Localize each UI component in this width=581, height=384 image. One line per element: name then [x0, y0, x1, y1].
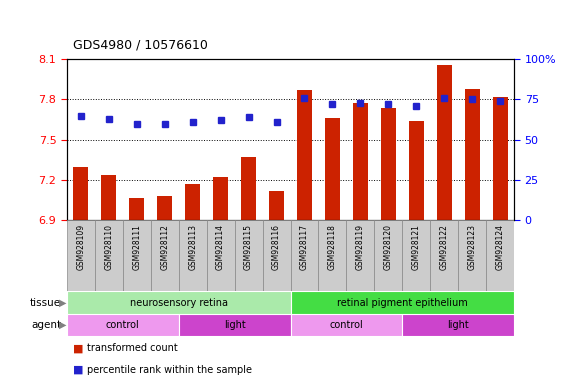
Bar — [458, 220, 486, 291]
Bar — [213, 177, 228, 220]
Text: GDS4980 / 10576610: GDS4980 / 10576610 — [73, 38, 207, 51]
Text: GSM928113: GSM928113 — [188, 224, 197, 270]
Bar — [150, 220, 179, 291]
Bar — [67, 314, 179, 336]
Text: ■: ■ — [73, 364, 83, 375]
Bar — [290, 314, 403, 336]
Bar — [353, 104, 368, 220]
Text: control: control — [329, 320, 363, 330]
Bar — [325, 118, 340, 220]
Text: GSM928114: GSM928114 — [216, 224, 225, 270]
Text: GSM928116: GSM928116 — [272, 224, 281, 270]
Text: tissue: tissue — [30, 298, 61, 308]
Text: transformed count: transformed count — [87, 343, 178, 354]
Bar — [493, 97, 508, 220]
Text: ▶: ▶ — [59, 320, 66, 330]
Bar — [179, 314, 290, 336]
Text: control: control — [106, 320, 139, 330]
Text: neurosensory retina: neurosensory retina — [130, 298, 228, 308]
Bar — [290, 291, 514, 314]
Bar — [431, 220, 458, 291]
Bar — [157, 196, 173, 220]
Text: agent: agent — [31, 320, 61, 330]
Text: ■: ■ — [73, 343, 83, 354]
Text: percentile rank within the sample: percentile rank within the sample — [87, 364, 252, 375]
Text: GSM928119: GSM928119 — [356, 224, 365, 270]
Bar — [465, 89, 480, 220]
Bar — [408, 121, 424, 220]
Bar — [374, 220, 403, 291]
Text: ▶: ▶ — [59, 298, 66, 308]
Text: GSM928118: GSM928118 — [328, 224, 337, 270]
Bar — [297, 90, 312, 220]
Bar — [101, 175, 116, 220]
Bar — [436, 65, 452, 220]
Bar — [381, 108, 396, 220]
Bar — [67, 220, 95, 291]
Bar — [123, 220, 150, 291]
Bar — [269, 191, 284, 220]
Bar — [207, 220, 235, 291]
Text: GSM928115: GSM928115 — [244, 224, 253, 270]
Bar — [346, 220, 374, 291]
Bar — [290, 220, 318, 291]
Text: GSM928111: GSM928111 — [132, 224, 141, 270]
Text: GSM928122: GSM928122 — [440, 224, 449, 270]
Text: GSM928123: GSM928123 — [468, 224, 477, 270]
Bar — [235, 220, 263, 291]
Bar — [67, 291, 290, 314]
Bar — [179, 220, 207, 291]
Text: GSM928110: GSM928110 — [104, 224, 113, 270]
Bar — [95, 220, 123, 291]
Bar — [403, 314, 514, 336]
Bar — [403, 220, 431, 291]
Bar — [73, 167, 88, 220]
Text: GSM928109: GSM928109 — [76, 224, 85, 270]
Text: GSM928120: GSM928120 — [384, 224, 393, 270]
Bar — [263, 220, 290, 291]
Text: GSM928124: GSM928124 — [496, 224, 505, 270]
Bar — [318, 220, 346, 291]
Bar — [129, 197, 145, 220]
Bar — [486, 220, 514, 291]
Text: light: light — [224, 320, 245, 330]
Text: GSM928112: GSM928112 — [160, 224, 169, 270]
Text: retinal pigment epithelium: retinal pigment epithelium — [337, 298, 468, 308]
Text: GSM928121: GSM928121 — [412, 224, 421, 270]
Text: light: light — [447, 320, 469, 330]
Bar — [185, 184, 200, 220]
Text: GSM928117: GSM928117 — [300, 224, 309, 270]
Bar — [241, 157, 256, 220]
